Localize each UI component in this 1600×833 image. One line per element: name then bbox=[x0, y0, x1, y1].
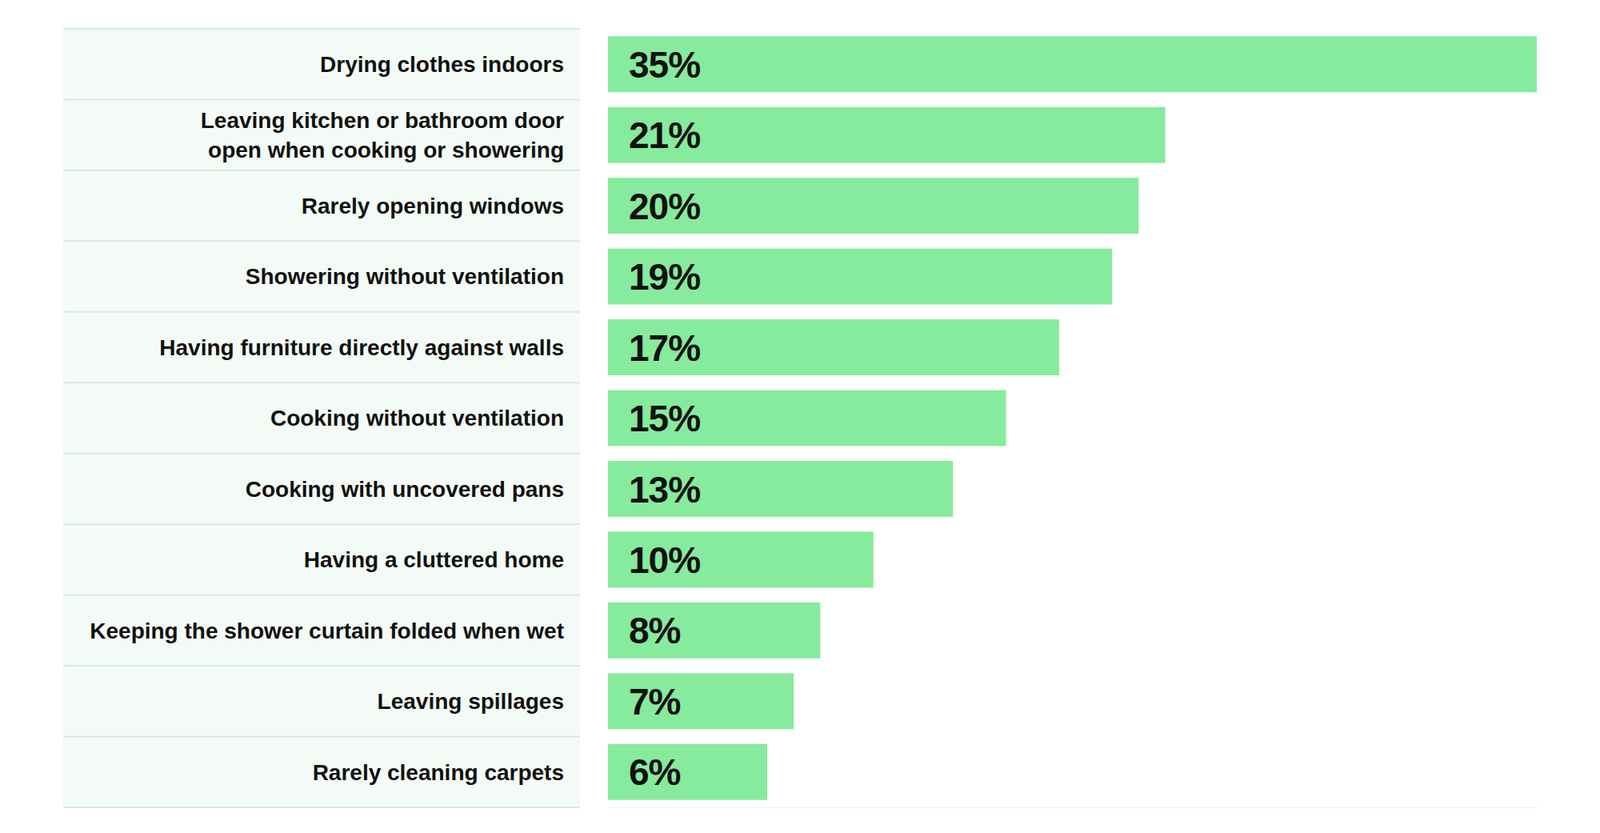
row-separator bbox=[63, 664, 580, 667]
y-tick-label-line: Leaving spillages bbox=[377, 688, 564, 714]
row-background bbox=[63, 28, 580, 100]
y-tick-label-line: Having a cluttered home bbox=[304, 547, 564, 572]
y-tick: Leaving spillages bbox=[377, 688, 564, 714]
y-tick-label: Leaving kitchen or bathroom door open whe… bbox=[200, 108, 564, 163]
y-tick: Cooking without ventilation bbox=[270, 405, 564, 431]
y-tick-label-line: Showering without ventilation bbox=[245, 264, 564, 289]
row-background bbox=[63, 382, 580, 453]
y-tick-label-line: open when cooking or showering bbox=[208, 137, 564, 163]
row-separator bbox=[63, 169, 580, 172]
row-background bbox=[63, 736, 580, 808]
row-background bbox=[63, 453, 580, 524]
y-tick-label: Having furniture directly against walls bbox=[159, 335, 564, 360]
y-tick-label-line: Rarely opening windows bbox=[301, 193, 564, 219]
y-tick-label: Having a cluttered home bbox=[304, 547, 564, 572]
x-axis bbox=[608, 807, 1538, 808]
row-separator bbox=[63, 381, 580, 384]
row-background bbox=[63, 595, 580, 666]
y-tick-label: Rarely opening windows bbox=[301, 193, 564, 219]
bar bbox=[608, 602, 820, 659]
bar bbox=[608, 107, 1166, 164]
bar bbox=[608, 672, 794, 729]
bar bbox=[608, 460, 953, 517]
data-label: 6% bbox=[628, 751, 681, 793]
y-tick-label-line: Keeping the shower curtain folded when w… bbox=[89, 618, 564, 644]
y-tick: Keeping the shower curtain folded when w… bbox=[89, 618, 564, 644]
data-label: 10% bbox=[628, 539, 700, 581]
row-separator bbox=[63, 452, 580, 455]
y-tick-label-line: Cooking with uncovered pans bbox=[245, 476, 564, 502]
y-tick: Showering without ventilation bbox=[245, 264, 564, 289]
y-tick-label-line: Leaving kitchen or bathroom door bbox=[200, 108, 564, 133]
row-background bbox=[63, 240, 580, 312]
row-background bbox=[63, 312, 580, 383]
data-label: 17% bbox=[628, 327, 700, 369]
y-tick-label: Cooking without ventilation bbox=[270, 405, 564, 431]
y-tick-label: Cooking with uncovered pans bbox=[245, 476, 564, 502]
y-tick-label: Showering without ventilation bbox=[245, 264, 564, 289]
data-label: 19% bbox=[628, 256, 700, 298]
y-tick-label: Drying clothes indoors bbox=[320, 52, 564, 77]
y-tick-label-line: Having furniture directly against walls bbox=[159, 335, 564, 360]
bar bbox=[608, 744, 768, 800]
data-label: 21% bbox=[628, 114, 700, 156]
y-tick: Cooking with uncovered pans bbox=[245, 476, 564, 502]
row-background bbox=[63, 524, 580, 595]
bar bbox=[608, 36, 1537, 92]
y-tick-label: Rarely cleaning carpets bbox=[312, 760, 564, 785]
y-tick-label-line: Cooking without ventilation bbox=[270, 405, 564, 431]
row-separator bbox=[63, 311, 580, 313]
data-label: 8% bbox=[628, 609, 681, 652]
bar bbox=[608, 248, 1112, 305]
chart: Drying clothes indoors Leaving kitchen or… bbox=[0, 0, 1600, 833]
row-separator bbox=[63, 806, 580, 808]
row-separator bbox=[63, 28, 580, 30]
bars bbox=[608, 36, 1537, 800]
bar bbox=[608, 177, 1139, 234]
data-labels: 35% 21% 20% 19% 17% 15% 13% 10% 8% 7% 6% bbox=[628, 44, 700, 794]
data-label: 20% bbox=[628, 185, 700, 228]
y-tick-label: Keeping the shower curtain folded when w… bbox=[89, 618, 564, 644]
data-label: 35% bbox=[628, 44, 700, 86]
bar bbox=[608, 390, 1007, 447]
y-tick-label-line: Rarely cleaning carpets bbox=[312, 760, 564, 785]
data-label: 7% bbox=[628, 680, 681, 723]
x-axis-line bbox=[608, 807, 1538, 808]
row-separator bbox=[63, 98, 580, 100]
row-background bbox=[63, 99, 580, 170]
y-tick: Having furniture directly against walls bbox=[159, 335, 564, 360]
data-label: 13% bbox=[628, 468, 700, 511]
y-tick: Leaving kitchen or bathroom door open whe… bbox=[200, 108, 564, 163]
bar bbox=[608, 531, 874, 588]
row-separator bbox=[63, 240, 580, 242]
row-background bbox=[63, 170, 580, 241]
label-panel bbox=[63, 28, 580, 808]
row-background bbox=[63, 665, 580, 736]
bar bbox=[608, 319, 1060, 376]
row-separator bbox=[63, 523, 580, 525]
y-tick: Rarely cleaning carpets bbox=[312, 760, 564, 785]
row-separator bbox=[63, 594, 580, 596]
y-tick: Drying clothes indoors bbox=[320, 52, 564, 77]
y-tick-label-line: Drying clothes indoors bbox=[320, 52, 564, 77]
y-axis: Drying clothes indoors Leaving kitchen or… bbox=[89, 52, 564, 785]
y-tick: Having a cluttered home bbox=[304, 547, 564, 572]
y-tick-label: Leaving spillages bbox=[377, 688, 564, 714]
row-separator bbox=[63, 736, 580, 738]
data-label: 15% bbox=[628, 397, 700, 440]
y-tick: Rarely opening windows bbox=[301, 193, 564, 219]
